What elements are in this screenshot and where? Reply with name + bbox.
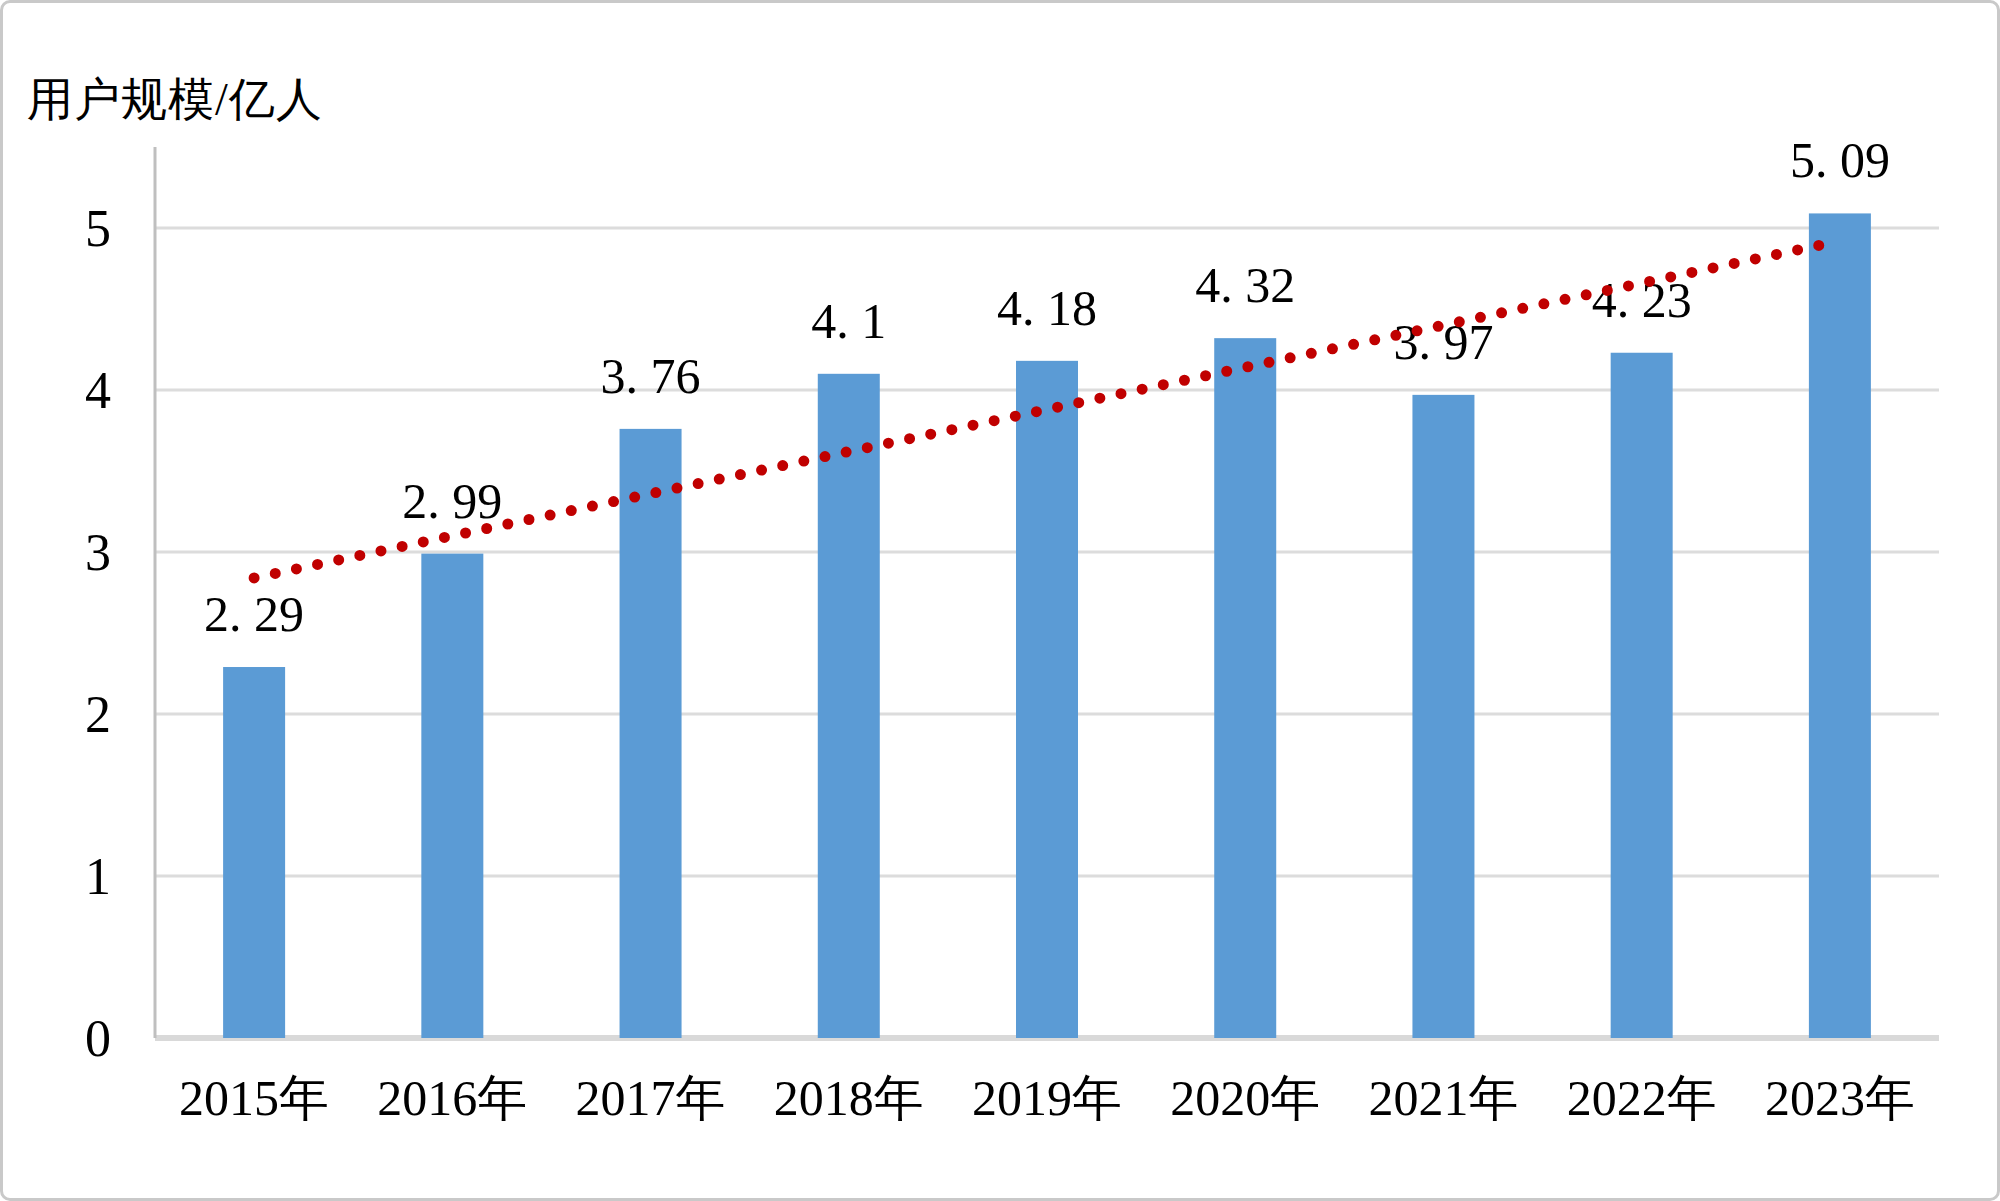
- x-tick-label: 2018年: [774, 1070, 924, 1126]
- x-tick-label: 2016年: [377, 1070, 527, 1126]
- bar-data-label: 2. 29: [204, 586, 304, 642]
- bar: [818, 374, 880, 1038]
- bar: [1809, 213, 1871, 1038]
- bar: [223, 667, 285, 1038]
- y-tick-label: 5: [85, 200, 111, 257]
- bar-data-label: 4. 23: [1592, 272, 1692, 328]
- bar: [1214, 338, 1276, 1038]
- bar-data-label: 4. 18: [997, 280, 1097, 336]
- x-tick-label: 2023年: [1765, 1070, 1915, 1126]
- bar: [421, 554, 483, 1038]
- x-tick-label: 2019年: [972, 1070, 1122, 1126]
- x-tick-label: 2022年: [1567, 1070, 1717, 1126]
- x-tick-label: 2015年: [179, 1070, 329, 1126]
- bar-data-label: 4. 32: [1195, 257, 1295, 313]
- x-tick-label: 2017年: [576, 1070, 726, 1126]
- bar: [1412, 395, 1474, 1038]
- bar-data-label: 5. 09: [1790, 132, 1890, 188]
- y-tick-label: 1: [85, 848, 111, 905]
- chart-frame: 用户规模/亿人 0123452015年2016年2017年2018年2019年2…: [0, 0, 2000, 1201]
- y-tick-label: 0: [85, 1010, 111, 1067]
- x-tick-label: 2020年: [1170, 1070, 1320, 1126]
- bar: [1611, 353, 1673, 1038]
- x-tick-label: 2021年: [1368, 1070, 1518, 1126]
- bar-data-label: 2. 99: [402, 473, 502, 529]
- y-tick-label: 4: [85, 362, 111, 419]
- y-tick-label: 3: [85, 524, 111, 581]
- bar-data-label: 3. 76: [601, 348, 701, 404]
- bar-data-label: 4. 1: [811, 293, 886, 349]
- y-tick-label: 2: [85, 686, 111, 743]
- bar: [620, 429, 682, 1038]
- bar: [1016, 361, 1078, 1038]
- user-scale-bar-chart: 0 1 2 3 4 5 2015年 2016年 2017年 2018年 2019年 2020年 2021…: [3, 3, 2000, 1201]
